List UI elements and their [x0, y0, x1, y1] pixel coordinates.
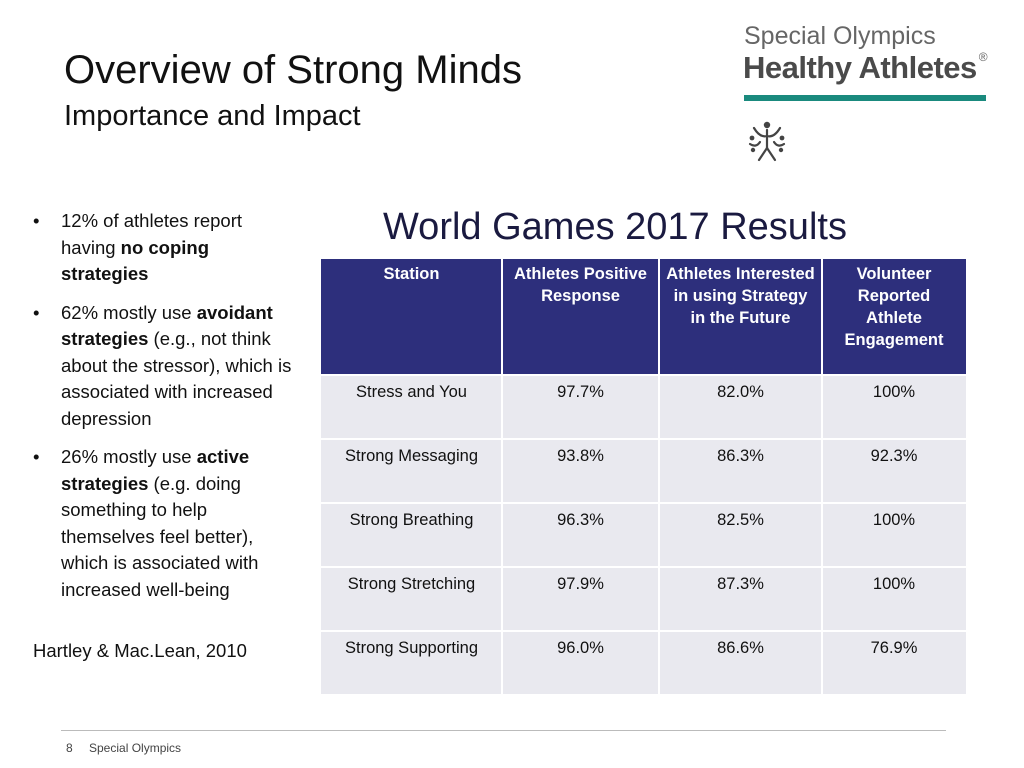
- cell-positive: 97.9%: [557, 575, 604, 593]
- table-header-row: Station Athletes Positive Response Athle…: [321, 259, 966, 374]
- bullet-dot: •: [33, 446, 40, 467]
- cell-station: Stress and You: [355, 383, 467, 401]
- cell-positive: 96.3%: [557, 511, 604, 529]
- logo-accent-bar: [744, 95, 986, 101]
- bullet-dot: •: [33, 210, 40, 231]
- cell-positive: 93.8%: [557, 447, 604, 465]
- footer-divider: [61, 730, 946, 731]
- table-row: Strong Stretching 97.9% 87.3% 100%: [321, 568, 966, 630]
- cell-engagement: 100%: [872, 575, 916, 593]
- cell-engagement: 100%: [872, 511, 916, 529]
- logo-line-special-olympics: Special Olympics: [744, 22, 936, 50]
- cell-station: Strong Breathing: [349, 511, 474, 529]
- cell-positive: 96.0%: [557, 639, 604, 657]
- slide-subtitle: Importance and Impact: [64, 100, 361, 132]
- bullet-dot: •: [33, 301, 40, 323]
- table-row: Strong Messaging 93.8% 86.3% 92.3%: [321, 440, 966, 502]
- bullet-active: • 26% mostly use active strategies (e.g. …: [33, 446, 259, 600]
- header-positive-response: Athletes Positive Response: [514, 265, 647, 305]
- results-table: Station Athletes Positive Response Athle…: [321, 259, 966, 695]
- cell-interested: 82.0%: [717, 383, 764, 401]
- cell-engagement: 92.3%: [870, 447, 918, 465]
- cell-interested: 86.6%: [717, 639, 764, 657]
- cell-interested: 82.5%: [717, 511, 764, 529]
- column-divider: [821, 259, 823, 695]
- header-station: Station: [383, 265, 440, 283]
- special-olympics-emblem-icon: [748, 121, 786, 162]
- results-title: World Games 2017 Results: [383, 206, 847, 248]
- cell-station: Strong Messaging: [345, 447, 478, 465]
- cell-interested: 87.3%: [717, 575, 764, 593]
- cell-station: Strong Stretching: [347, 575, 476, 593]
- table-row: Strong Supporting 96.0% 86.6% 76.9%: [321, 632, 966, 694]
- table-row: Stress and You 97.7% 82.0% 100%: [321, 376, 966, 438]
- cell-positive: 97.7%: [557, 383, 604, 401]
- cell-engagement: 76.9%: [870, 639, 918, 657]
- findings-bullet-list: • 12% of athletes report having no coping…: [33, 208, 293, 615]
- bullet-avoidant: • 62% mostly use avoidant strategies (e.g…: [33, 301, 292, 429]
- header-interested-future: Athletes Interested in using Strategy in…: [666, 265, 815, 327]
- logo-line-healthy-athletes: Healthy Athletes ®: [743, 50, 988, 85]
- column-divider: [501, 259, 503, 695]
- slide-title: Overview of Strong Minds: [64, 48, 522, 92]
- footer-organization: Special Olympics: [89, 741, 182, 755]
- page-number: 8: [66, 741, 73, 755]
- column-divider: [658, 259, 660, 695]
- cell-engagement: 100%: [872, 383, 916, 401]
- citation: Hartley & Mac.Lean, 2010: [33, 640, 247, 661]
- bullet-no-coping: • 12% of athletes report having no coping…: [33, 210, 242, 284]
- cell-station: Strong Supporting: [344, 639, 478, 657]
- table-row: Strong Breathing 96.3% 82.5% 100%: [321, 504, 966, 566]
- cell-interested: 86.3%: [717, 447, 764, 465]
- registered-mark: ®: [978, 50, 988, 64]
- header-volunteer-engagement: Volunteer Reported Athlete Engagement: [844, 265, 944, 349]
